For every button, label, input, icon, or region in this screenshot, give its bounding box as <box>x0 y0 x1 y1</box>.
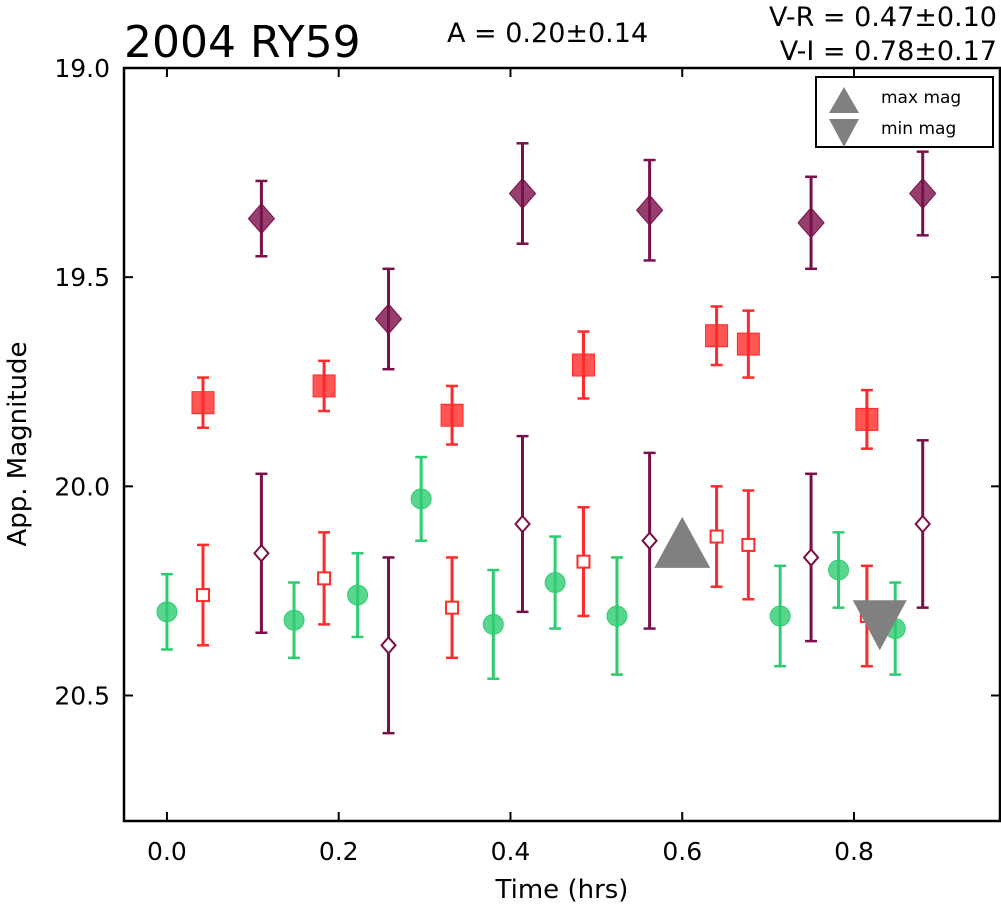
legend-min-marker <box>829 119 859 147</box>
data-point-square <box>736 332 760 356</box>
y-tick-label: 19.5 <box>54 263 110 292</box>
diamond-series <box>247 142 937 371</box>
y-tick-label: 20.0 <box>54 472 110 501</box>
data-point-diamond-open <box>514 514 531 534</box>
x-axis-label: Time (hrs) <box>495 875 629 904</box>
x-tick-label: 0.4 <box>491 837 531 866</box>
legend-min-label: min mag <box>881 119 956 139</box>
data-point-diamond <box>909 177 937 210</box>
data-point-square-open <box>741 537 756 552</box>
v-i-annotation: V-I = 0.78±0.17 <box>780 36 997 67</box>
data-point-circle <box>156 601 178 623</box>
data-point-diamond-open <box>914 514 932 534</box>
data-point-square-open <box>709 529 724 544</box>
x-tick-label: 0.2 <box>319 837 359 866</box>
data-point-circle <box>544 572 566 594</box>
data-point-square <box>191 391 215 415</box>
legend: max mag min mag <box>815 76 994 148</box>
data-point-square-open <box>317 571 332 586</box>
plot-frame <box>122 66 1001 823</box>
min-mag-marker <box>852 600 907 651</box>
data-point-diamond-open <box>641 531 658 551</box>
data-point-diamond <box>374 303 403 335</box>
chart-title: 2004 RY59 <box>124 17 361 68</box>
data-point-square <box>440 403 464 427</box>
data-point-square <box>312 374 336 398</box>
data-point-diamond-open <box>253 543 270 563</box>
data-point-square <box>705 324 729 348</box>
data-point-circle <box>828 559 850 581</box>
data-point-circle <box>347 584 369 606</box>
data-point-square-open <box>196 588 211 603</box>
data-point-circle <box>606 605 628 627</box>
y-tick-label: 19.0 <box>54 54 110 83</box>
circle-series <box>156 455 906 681</box>
triangle-down-series <box>852 600 907 651</box>
data-point-diamond <box>247 202 276 235</box>
x-tick-label: 0.8 <box>834 837 874 866</box>
axis-ticks: 0.0 0.2 0.4 0.6 0.8 19.0 19.5 20.0 20.5 <box>54 54 1000 866</box>
square-series <box>191 305 879 450</box>
amplitude-annotation: A = 0.20±0.14 <box>447 18 648 49</box>
data-point-square-open <box>576 554 591 569</box>
data-point-diamond <box>508 177 537 210</box>
data-point-square-open <box>445 600 460 615</box>
data-point-circle <box>283 609 305 631</box>
data-point-circle <box>482 613 504 635</box>
data-point-diamond <box>635 194 664 226</box>
triangle-up-series <box>654 516 711 568</box>
data-point-square <box>855 407 879 431</box>
square-series <box>196 485 874 668</box>
data-point-diamond-open <box>380 635 397 655</box>
x-tick-label: 0.0 <box>147 837 187 866</box>
diamond-series <box>253 434 932 735</box>
legend-max-marker <box>829 87 859 113</box>
data-point-diamond-open <box>802 547 820 567</box>
v-r-annotation: V-R = 0.47±0.10 <box>769 2 997 33</box>
max-mag-marker <box>654 516 711 568</box>
y-tick-label: 20.5 <box>54 682 110 711</box>
data-point-circle <box>410 488 432 510</box>
x-tick-label: 0.6 <box>662 837 702 866</box>
data-point-square <box>571 353 595 377</box>
legend-max-label: max mag <box>881 88 961 108</box>
y-axis-label: App. Magnitude <box>3 341 33 546</box>
chart-marks <box>156 142 937 735</box>
data-point-diamond <box>797 207 825 239</box>
data-point-circle <box>769 605 791 627</box>
